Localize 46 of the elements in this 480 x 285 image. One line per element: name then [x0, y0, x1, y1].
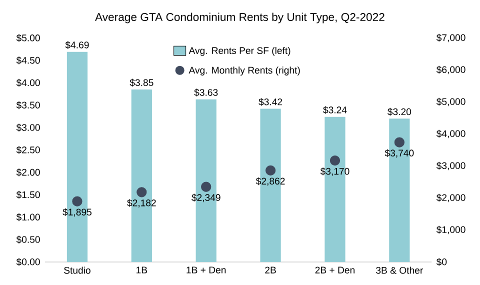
- point: [201, 182, 212, 192]
- y-tick-label: $0.50: [16, 236, 40, 244]
- chart-title: Average GTA Condominium Rents by Unit Type, Q2-2022: [95, 12, 384, 24]
- y-tick-label: $1.50: [16, 190, 40, 199]
- data-label: $1,895: [62, 208, 92, 217]
- data-label: $3,740: [384, 149, 414, 158]
- y2-tick-label: $1,000: [436, 226, 466, 234]
- point: [72, 196, 82, 206]
- y2-tick-label: $6,000: [436, 66, 466, 74]
- y2-tick-label: $4,000: [436, 130, 466, 138]
- y-tick-label: $2.00: [16, 168, 40, 176]
- data-label: $3,170: [320, 167, 350, 176]
- x-tick-label: 1B: [136, 266, 148, 274]
- x-tick-label: 2B: [265, 266, 276, 274]
- y-tick-label: $4.50: [16, 56, 40, 64]
- x-tick-label: 2B + Den: [315, 266, 354, 274]
- y-tick-label: $5.00: [16, 34, 40, 42]
- y-tick-label: $3.50: [16, 101, 40, 110]
- x-tick-label: 3B & Other: [376, 266, 423, 274]
- y2-tick-label: $7,000: [436, 34, 466, 42]
- legend-label: Avg. Rents Per SF (left): [188, 46, 290, 56]
- legend-label: Avg. Monthly Rents (right): [188, 66, 300, 76]
- point: [330, 155, 340, 166]
- point: [394, 137, 404, 148]
- data-label: $3.85: [130, 78, 154, 87]
- y-tick-label: $2.50: [16, 146, 40, 154]
- x-tick-label: Studio: [64, 266, 90, 274]
- y2-tick-label: $2,000: [436, 194, 466, 202]
- point: [136, 187, 147, 198]
- data-label: $3.63: [194, 88, 218, 96]
- data-label: $2,862: [256, 177, 285, 186]
- y-tick-label: $3.00: [16, 124, 40, 132]
- y2-tick-label: $0: [436, 258, 447, 266]
- y-tick-label: $0.00: [16, 258, 40, 266]
- y2-tick-label: $3,000: [436, 162, 466, 170]
- y-tick-label: $4.00: [16, 78, 40, 87]
- y2-tick-label: $5,000: [436, 98, 466, 106]
- y-tick-label: $1.00: [16, 213, 40, 222]
- data-label: $2,182: [127, 199, 156, 208]
- data-label: $4.69: [65, 41, 89, 49]
- point: [265, 165, 276, 176]
- data-label: $3.24: [323, 106, 347, 114]
- data-label: $3.42: [258, 98, 282, 106]
- data-label: $3.20: [388, 108, 412, 116]
- data-label: $2,349: [192, 194, 220, 202]
- x-tick-label: 1B + Den: [186, 266, 226, 274]
